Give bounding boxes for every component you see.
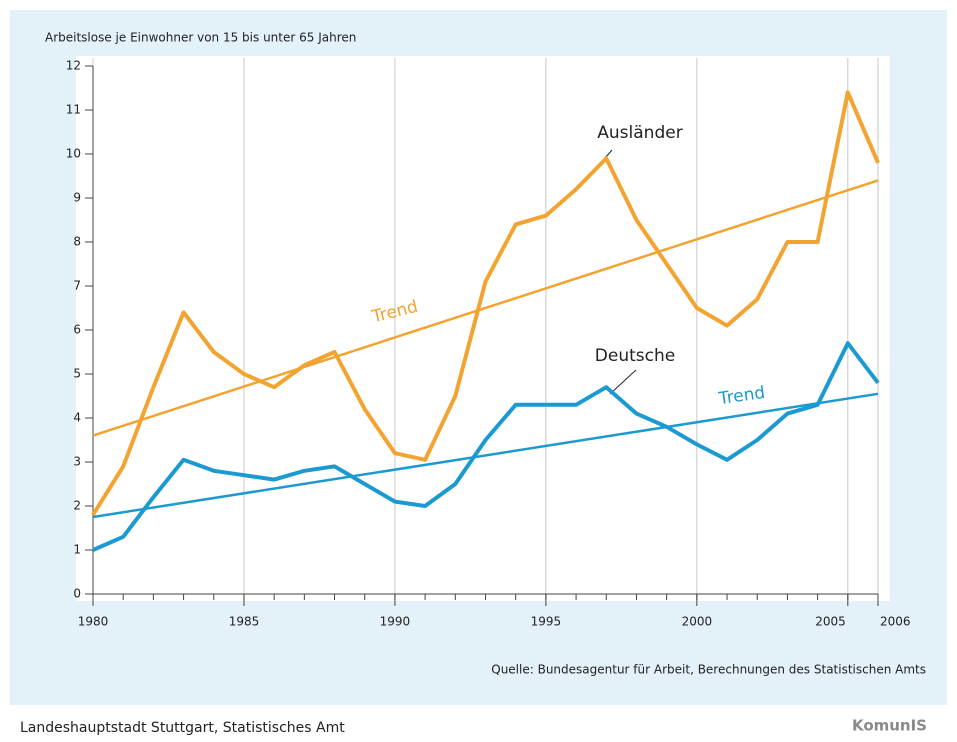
x-tick-label: 1995 <box>531 615 562 629</box>
y-tick-label: 5 <box>73 367 81 381</box>
y-tick-label: 10 <box>66 147 81 161</box>
series-label: Deutsche <box>595 346 675 366</box>
trend-line <box>92 179 879 437</box>
y-tick-label: 7 <box>73 279 81 293</box>
series-line <box>92 341 880 552</box>
y-tick-label: 4 <box>73 411 81 425</box>
x-tick-label: 1985 <box>229 615 260 629</box>
leader-line <box>609 369 637 395</box>
x-tick-label: 2006 <box>880 615 911 629</box>
y-tick-label: 12 <box>66 59 81 73</box>
plot-area <box>76 56 890 601</box>
x-tick-label: 1990 <box>380 615 411 629</box>
source: Quelle: Bundesagentur für Arbeit, Berech… <box>491 663 926 677</box>
logo: KomunIS <box>852 717 927 735</box>
trend-line <box>92 392 879 519</box>
x-tick-label: 2000 <box>682 615 713 629</box>
y-tick-label: 8 <box>73 235 81 249</box>
series-line <box>91 90 880 516</box>
y-tick-label: 0 <box>73 587 81 601</box>
y-tick-label: 2 <box>73 499 81 513</box>
y-tick-label: 11 <box>66 103 81 117</box>
x-tick-label: 1980 <box>78 615 109 629</box>
footer: Landeshauptstadt Stuttgart, Statistische… <box>20 720 345 736</box>
y-tick-label: 3 <box>73 455 81 469</box>
axis-label: Arbeitslose je Einwohner von 15 bis unte… <box>45 31 356 45</box>
y-tick-label: 1 <box>73 543 81 557</box>
series-label: Ausländer <box>597 123 682 143</box>
y-tick-label: 6 <box>73 323 81 337</box>
y-tick-label: 9 <box>73 191 81 205</box>
x-tick-label: 2005 <box>815 615 846 629</box>
